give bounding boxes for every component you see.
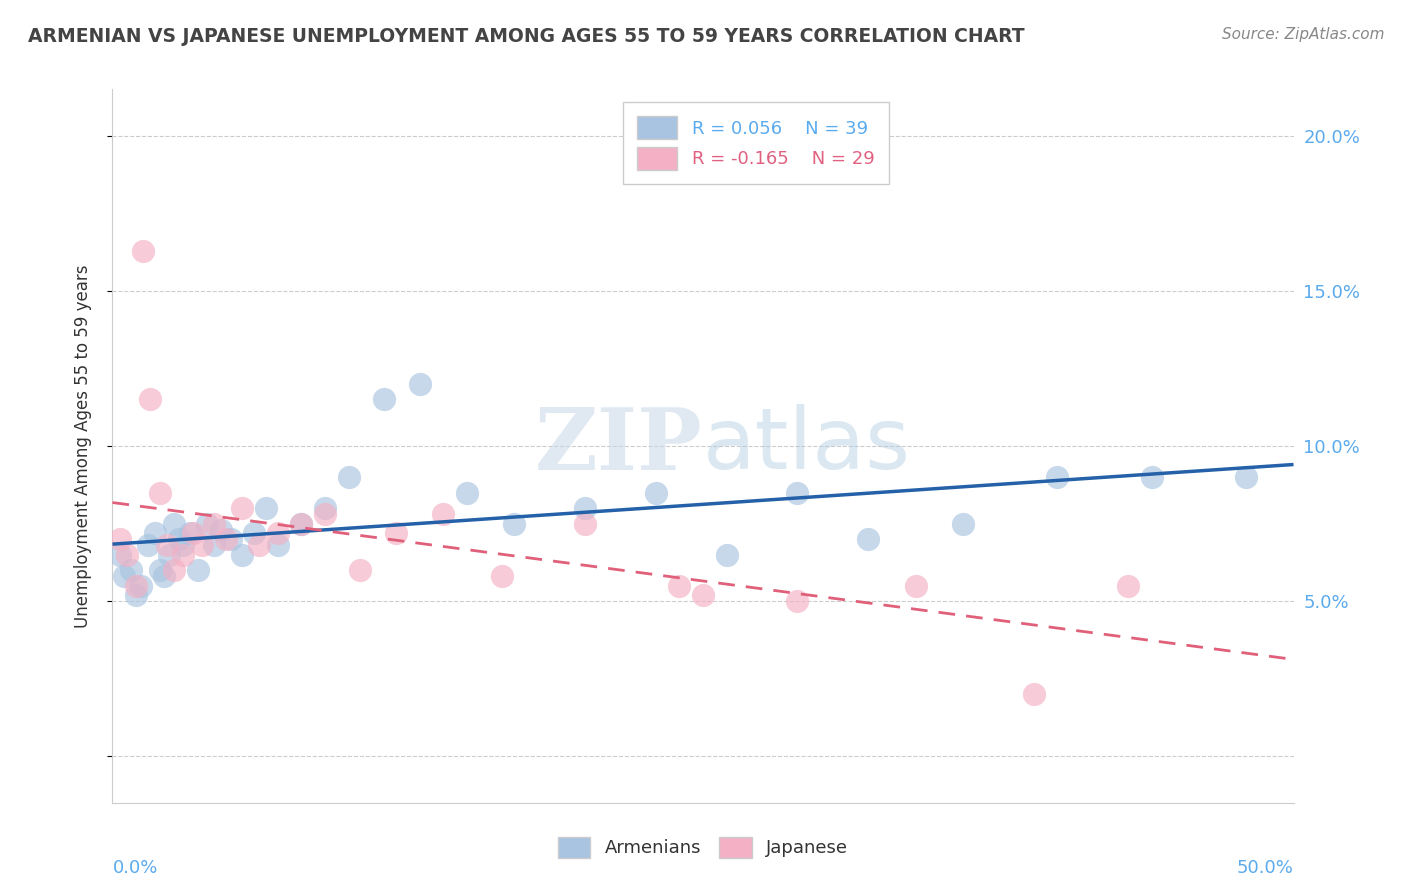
- Point: [195, 516, 218, 531]
- Point: [167, 532, 190, 546]
- Point: [247, 538, 270, 552]
- Point: [373, 392, 395, 407]
- Point: [149, 563, 172, 577]
- Text: 50.0%: 50.0%: [1237, 859, 1294, 877]
- Point: [243, 525, 266, 540]
- Point: [181, 525, 204, 540]
- Point: [125, 588, 148, 602]
- Point: [290, 516, 312, 531]
- Point: [112, 569, 135, 583]
- Point: [231, 501, 253, 516]
- Point: [1140, 470, 1163, 484]
- Point: [120, 563, 142, 577]
- Point: [1116, 579, 1139, 593]
- Point: [149, 485, 172, 500]
- Point: [136, 538, 159, 552]
- Point: [215, 532, 238, 546]
- Point: [115, 548, 138, 562]
- Point: [503, 516, 526, 531]
- Point: [163, 516, 186, 531]
- Point: [574, 501, 596, 516]
- Point: [1022, 687, 1045, 701]
- Point: [209, 523, 232, 537]
- Point: [231, 548, 253, 562]
- Point: [1234, 470, 1257, 484]
- Point: [179, 525, 201, 540]
- Point: [314, 508, 336, 522]
- Point: [172, 538, 194, 552]
- Point: [337, 470, 360, 484]
- Y-axis label: Unemployment Among Ages 55 to 59 years: Unemployment Among Ages 55 to 59 years: [73, 264, 91, 628]
- Text: atlas: atlas: [703, 404, 911, 488]
- Point: [132, 244, 155, 258]
- Point: [254, 501, 277, 516]
- Point: [786, 485, 808, 500]
- Point: [314, 501, 336, 516]
- Text: Source: ZipAtlas.com: Source: ZipAtlas.com: [1222, 27, 1385, 42]
- Point: [574, 516, 596, 531]
- Point: [125, 579, 148, 593]
- Text: ARMENIAN VS JAPANESE UNEMPLOYMENT AMONG AGES 55 TO 59 YEARS CORRELATION CHART: ARMENIAN VS JAPANESE UNEMPLOYMENT AMONG …: [28, 27, 1025, 45]
- Text: 0.0%: 0.0%: [112, 859, 157, 877]
- Point: [157, 548, 180, 562]
- Point: [290, 516, 312, 531]
- Point: [668, 579, 690, 593]
- Point: [143, 525, 166, 540]
- Point: [491, 569, 513, 583]
- Point: [456, 485, 478, 500]
- Point: [1046, 470, 1069, 484]
- Point: [786, 594, 808, 608]
- Point: [172, 548, 194, 562]
- Point: [139, 392, 162, 407]
- Point: [644, 485, 666, 500]
- Point: [385, 525, 408, 540]
- Point: [129, 579, 152, 593]
- Point: [267, 538, 290, 552]
- Point: [904, 579, 927, 593]
- Point: [108, 532, 131, 546]
- Point: [692, 588, 714, 602]
- Point: [202, 538, 225, 552]
- Point: [716, 548, 738, 562]
- Point: [858, 532, 880, 546]
- Point: [432, 508, 454, 522]
- Point: [163, 563, 186, 577]
- Point: [156, 538, 179, 552]
- Point: [191, 538, 214, 552]
- Point: [186, 563, 208, 577]
- Point: [153, 569, 176, 583]
- Text: ZIP: ZIP: [536, 404, 703, 488]
- Point: [267, 525, 290, 540]
- Point: [408, 376, 430, 391]
- Point: [202, 516, 225, 531]
- Point: [952, 516, 974, 531]
- Point: [349, 563, 371, 577]
- Point: [108, 548, 131, 562]
- Legend: Armenians, Japanese: Armenians, Japanese: [551, 830, 855, 865]
- Point: [219, 532, 242, 546]
